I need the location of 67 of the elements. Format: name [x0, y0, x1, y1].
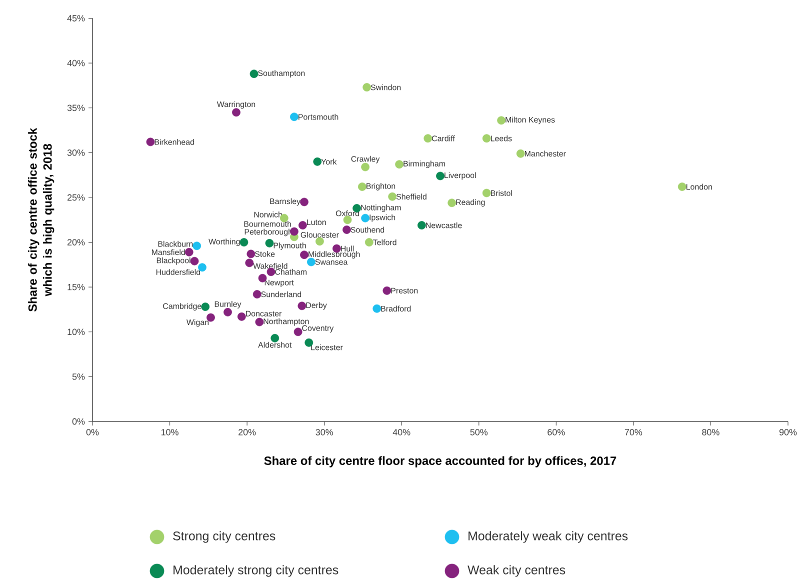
point — [358, 182, 366, 191]
x-tick-label: 80% — [702, 429, 720, 436]
x-tick-label: 50% — [470, 429, 488, 436]
point — [252, 290, 262, 298]
point — [361, 214, 370, 222]
point — [448, 198, 456, 208]
point — [372, 304, 382, 313]
y-tick-label: 20% — [67, 239, 85, 246]
y-tick-label: 0% — [72, 418, 85, 425]
x-tick-label: 60% — [548, 429, 565, 436]
point — [255, 318, 264, 326]
y-tick-label: 35% — [67, 104, 85, 112]
point — [237, 312, 246, 321]
point — [250, 70, 258, 78]
y-tick-label: 40% — [67, 60, 85, 66]
y-tick-label: 30% — [67, 150, 85, 156]
point — [265, 238, 274, 248]
point — [290, 112, 298, 122]
point — [424, 134, 432, 143]
point — [342, 226, 351, 234]
y-tick-label: 5% — [72, 374, 85, 380]
x-tick-label: 70% — [624, 429, 642, 436]
point — [294, 328, 302, 336]
point — [298, 302, 306, 310]
legend-label: Weak city centres — [468, 565, 566, 577]
x-tick-label: 90% — [779, 429, 797, 436]
x-tick-label: 10% — [162, 429, 178, 436]
legend-label: Moderately weak city centres — [468, 531, 628, 543]
point — [395, 160, 404, 169]
y-tick-label: 10% — [68, 328, 85, 336]
point — [300, 250, 308, 260]
point — [678, 182, 686, 191]
point — [245, 258, 254, 268]
point — [313, 157, 322, 166]
x-tick-label: 40% — [392, 429, 410, 436]
point — [436, 172, 444, 180]
legend-label: Moderately strong city centres — [174, 565, 338, 577]
point — [482, 188, 491, 198]
point — [300, 198, 308, 206]
point — [184, 248, 194, 256]
point — [382, 286, 392, 295]
point — [201, 302, 210, 311]
y-tick-label: 15% — [68, 284, 85, 290]
y-tick-label: 45% — [67, 15, 85, 22]
legend-label: Strong city centres — [173, 531, 276, 543]
point — [198, 263, 206, 272]
point — [364, 238, 374, 246]
point — [206, 313, 215, 322]
point — [146, 138, 155, 146]
point — [190, 256, 199, 266]
point — [298, 221, 307, 230]
x-tick-label: 30% — [316, 429, 333, 436]
point — [418, 221, 426, 230]
point — [497, 116, 506, 125]
point — [482, 134, 491, 143]
y-tick-label: 25% — [67, 194, 85, 201]
point — [516, 149, 525, 158]
y-axis-title: Share of city centre office stock which is high quality, 2018 — [28, 128, 54, 312]
point — [246, 250, 256, 258]
point — [362, 83, 372, 92]
x-tick-label: 20% — [238, 429, 256, 436]
point — [192, 242, 202, 250]
point — [388, 192, 397, 201]
point — [290, 227, 298, 236]
x-tick-label: 0% — [86, 429, 99, 436]
x-axis-title: Share of city centre floor space accounted for by offices, 2017 — [264, 456, 616, 468]
point — [240, 238, 248, 246]
